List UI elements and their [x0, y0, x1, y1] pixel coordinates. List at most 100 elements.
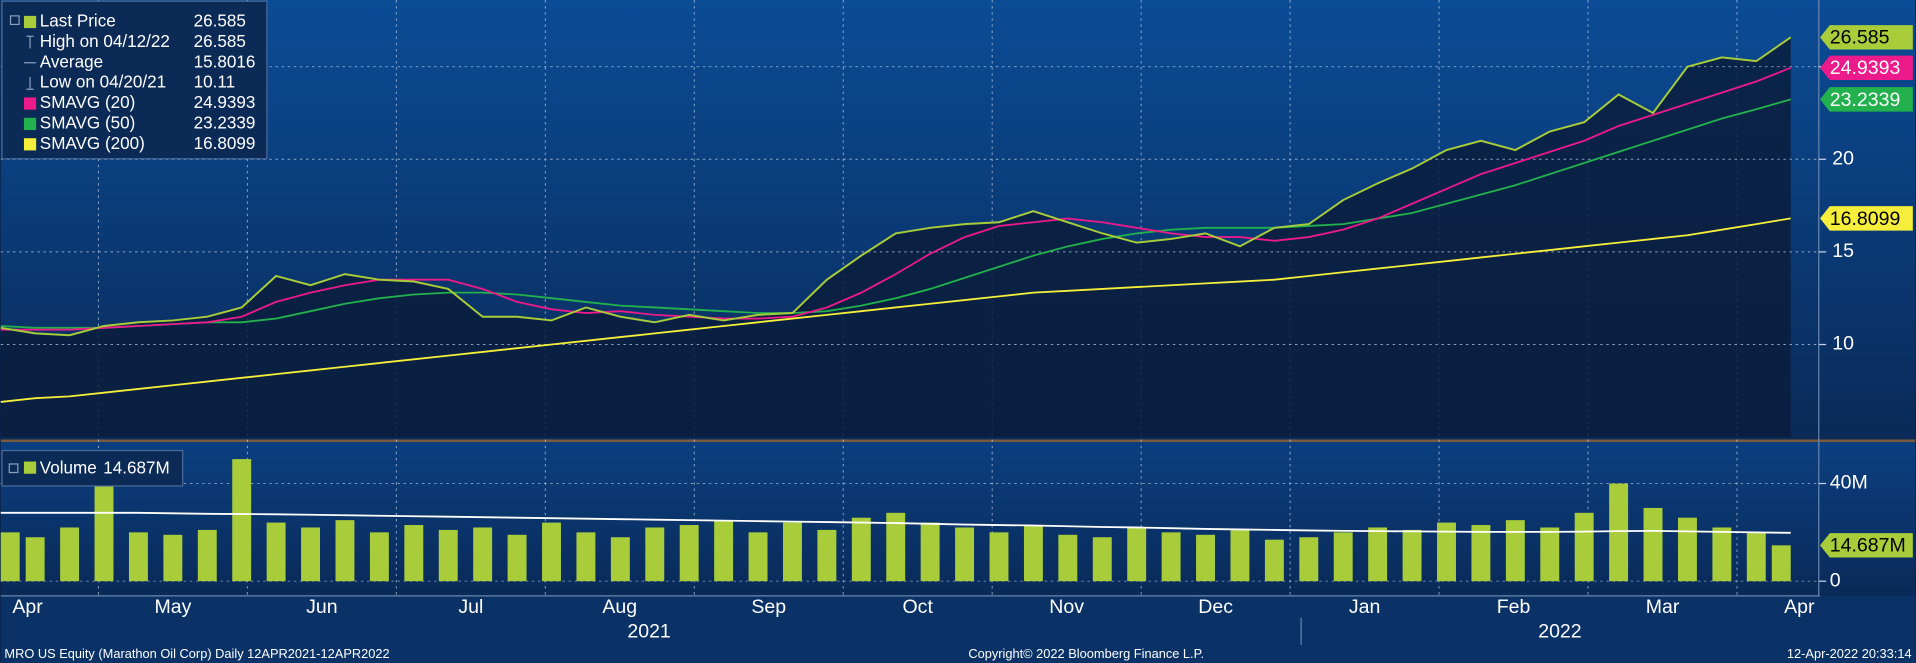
year-label: 2022 [1538, 621, 1581, 643]
legend-label: SMAVG (200) [40, 134, 145, 153]
legend-swatch [23, 138, 37, 151]
volume-bar [1299, 537, 1319, 582]
volume-bar [1230, 529, 1250, 582]
legend-value: 15.8016 [194, 52, 256, 71]
x-tick-label: Apr [1784, 596, 1815, 618]
volume-bar [748, 532, 768, 582]
legend-value: 23.2339 [194, 113, 256, 132]
x-tick-label: Dec [1198, 596, 1233, 618]
x-tick-label: Nov [1049, 596, 1084, 618]
x-tick-label: Oct [903, 596, 934, 618]
legend-label: Last Price [40, 11, 116, 30]
legend-value: 16.8099 [194, 134, 256, 153]
volume-bar [1609, 483, 1629, 582]
y-tick-label: 20 [1832, 147, 1854, 169]
legend-value: 10.11 [194, 73, 235, 92]
volume-bar [473, 527, 493, 582]
volume-bar [714, 520, 734, 582]
axis-area [0, 595, 1916, 663]
volume-bar [1712, 527, 1732, 582]
last-value-box [1820, 25, 1913, 50]
price-line [0, 66, 1792, 331]
volume-bar [679, 525, 699, 582]
volume-bar [955, 527, 975, 582]
volume-bar [1402, 529, 1422, 582]
last-value-label: 14.687M [1830, 535, 1906, 557]
legend-collapse [9, 15, 20, 26]
volume-bar [851, 517, 871, 582]
x-tick-label: Feb [1497, 596, 1531, 618]
volume-bar [1471, 525, 1491, 582]
volume-bar [610, 537, 630, 582]
legend-label: Average [40, 52, 103, 71]
x-tick-label: May [154, 596, 191, 618]
volume-bar [1643, 507, 1663, 582]
last-value-label: 26.585 [1830, 27, 1890, 49]
volume-bar [1161, 532, 1181, 582]
legend-value: 26.585 [194, 11, 246, 30]
volume-bar [782, 522, 802, 582]
legend-label: Volume [40, 458, 97, 477]
y-tick-label: 40M [1830, 472, 1868, 494]
volume-bar [507, 534, 527, 582]
volume-bar [817, 529, 837, 582]
volume-bar [1574, 512, 1594, 582]
volume-bar [1368, 527, 1388, 582]
x-tick-label: Jan [1349, 596, 1380, 618]
volume-bar [1023, 525, 1043, 582]
volume-bar [1540, 527, 1560, 582]
x-tick-label: Apr [12, 596, 43, 618]
volume-bar [1771, 545, 1791, 582]
volume-bar [369, 532, 389, 582]
legend-swatch [23, 117, 37, 131]
price-line [0, 217, 1791, 403]
price-line [0, 36, 1792, 337]
volume-bar [266, 522, 286, 582]
volume-bar [1437, 522, 1456, 582]
volume-bar [301, 527, 321, 582]
last-value-box [1820, 206, 1913, 231]
volume-bar [1505, 520, 1525, 582]
volume-bar [1333, 532, 1353, 582]
legend-value: 24.9393 [194, 93, 256, 112]
x-tick-label: Mar [1646, 596, 1680, 618]
legend-collapse [8, 463, 19, 474]
last-value-label: 24.9393 [1830, 57, 1901, 79]
marks: 10152025040M26.58524.939323.233916.80991… [0, 0, 1913, 643]
last-value-label: 23.2339 [1830, 89, 1901, 111]
volume-bar [920, 522, 940, 582]
volume-bar [163, 534, 183, 582]
last-value-box [1820, 533, 1913, 558]
legend-label: High on 04/12/22 [40, 32, 170, 51]
volume-bar [438, 529, 458, 582]
volume-bar [1677, 517, 1697, 582]
x-tick-label: Aug [602, 596, 637, 618]
last-value-box [1820, 55, 1913, 81]
last-value-box [1820, 87, 1913, 112]
y-tick-label: 0 [1830, 569, 1841, 591]
volume-bar [197, 529, 217, 582]
footer-left: MRO US Equity (Marathon Oil Corp) Daily … [4, 646, 389, 661]
volume-bar [645, 527, 665, 582]
volume-bar [1092, 537, 1112, 582]
y-tick-label: 15 [1832, 240, 1854, 262]
volume-bar [1196, 534, 1215, 582]
legend-value: 26.585 [194, 32, 246, 51]
y-tick-label: 10 [1832, 333, 1854, 355]
footer-center: Copyright© 2022 Bloomberg Finance L.P. [968, 646, 1204, 661]
volume-bar [335, 520, 355, 582]
volume-bar [60, 527, 80, 582]
volume-bar [1746, 532, 1766, 582]
volume-bar [1058, 534, 1078, 582]
legend-label: SMAVG (20) [40, 93, 136, 112]
volume-bar [128, 532, 148, 582]
volume-bar [989, 532, 1009, 582]
legend-value: 14.687M [103, 458, 169, 477]
legend-box [1, 0, 268, 160]
legend-swatch [23, 461, 37, 474]
legend-label: SMAVG (50) [40, 113, 136, 132]
volume-bar [232, 459, 252, 582]
volume-bar [1127, 527, 1147, 582]
